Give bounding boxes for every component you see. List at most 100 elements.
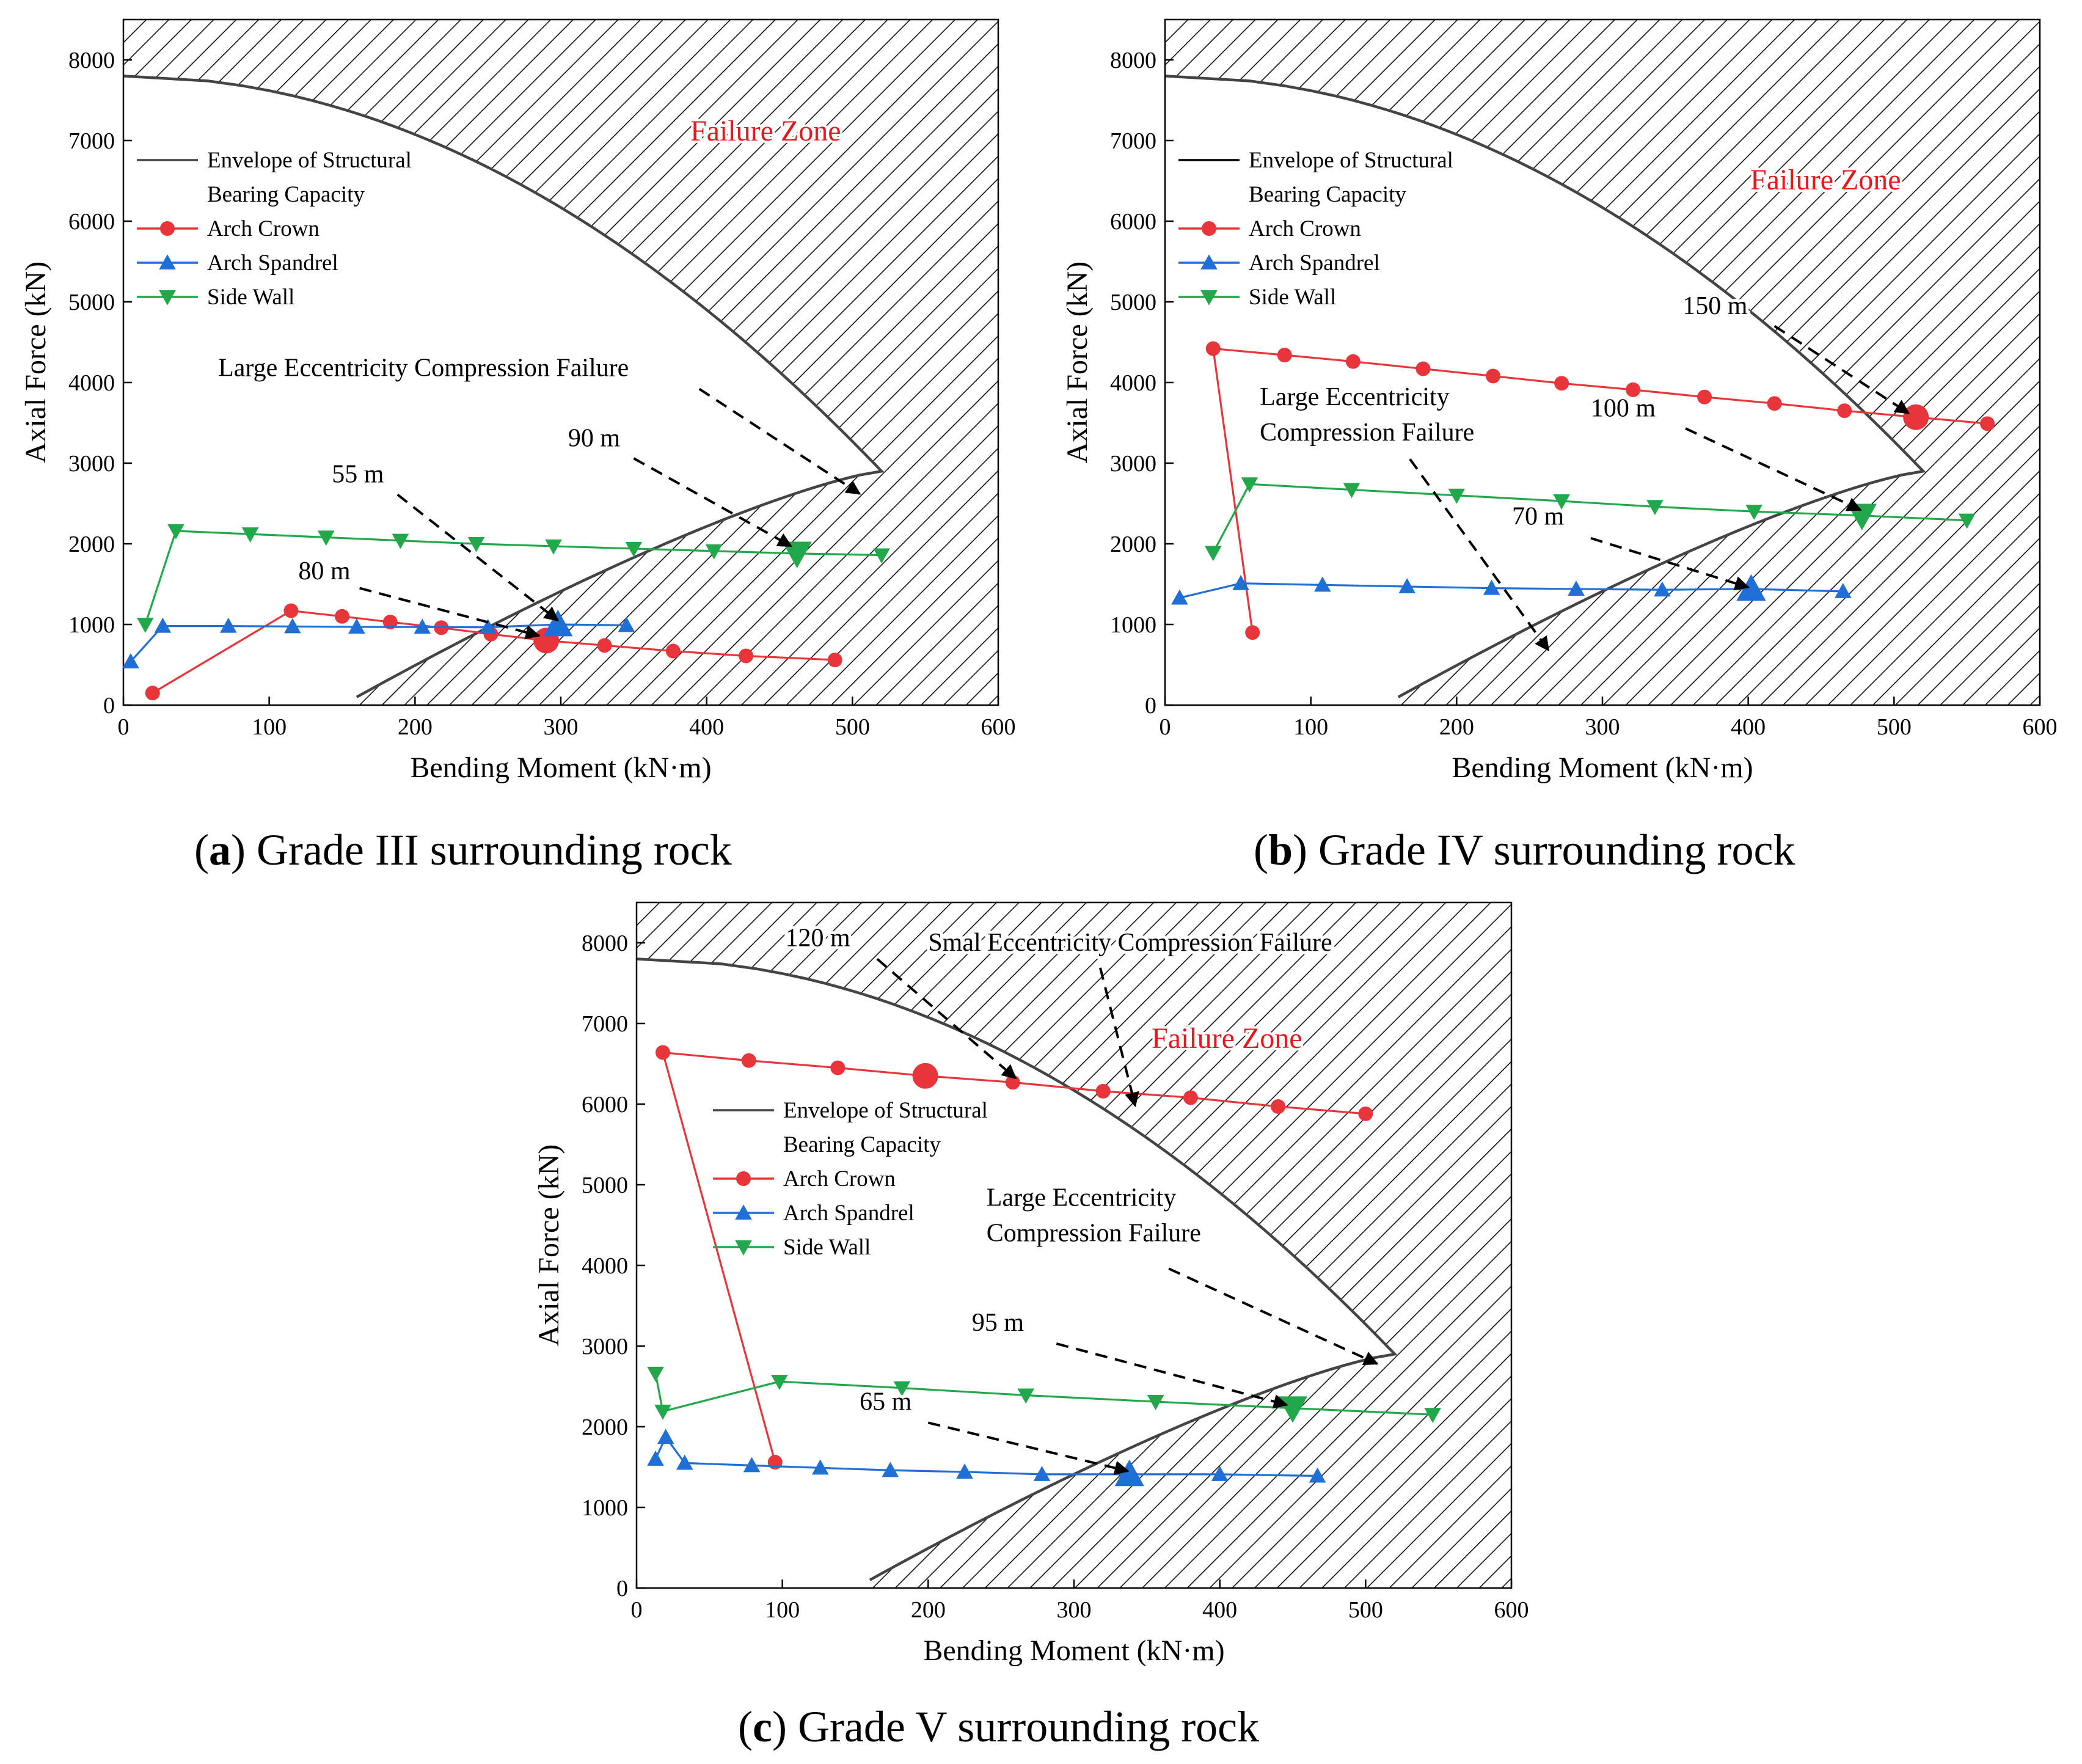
envelope-curve-a [123, 75, 885, 698]
caption-letter-a: a [208, 825, 231, 874]
caption-text-b: Grade IV surrounding rock [1318, 825, 1795, 874]
annotation-text-b-2: 70 m [1512, 502, 1565, 530]
annotation-a-1: 90 m [565, 421, 793, 547]
data-point-b-crown-11 [1903, 404, 1929, 430]
data-point-a-spandrel-0 [122, 653, 139, 668]
annotation-arrow-c-3 [1056, 1342, 1288, 1409]
data-point-b-wall-8 [1958, 513, 1976, 529]
data-point-a-crown-10 [827, 653, 842, 668]
data-point-b-spandrel-6 [1654, 581, 1671, 597]
data-point-b-spandrel-3 [1398, 578, 1415, 593]
legend-a: Envelope of Structural Bearing Capacity Ar… [137, 148, 412, 310]
x-tick-label-b-2: 200 [1439, 714, 1474, 740]
series-line-c-crown [661, 1051, 1366, 1463]
data-point-b-wall-3 [1448, 488, 1466, 504]
y-tick-label-b-4: 4000 [1110, 370, 1156, 396]
annotation-arrow-c-0 [876, 957, 1017, 1080]
annotation-a-2: 55 m [329, 458, 560, 621]
axes-a: 0 100 200 300 400 500 600010002000300040005000… [20, 48, 1016, 784]
data-point-b-crown-4 [1415, 361, 1431, 376]
data-point-b-crown-3 [1345, 354, 1361, 369]
y-tick-label-b-0: 0 [1145, 693, 1156, 719]
annotation-a-3: 80 m [295, 554, 541, 640]
legend-marker-a-wall [159, 290, 176, 306]
data-point-b-crown-2 [1277, 348, 1292, 363]
legend-label-a-envelope-1: Bearing Capacity [207, 182, 365, 207]
data-point-b-wall-4 [1553, 494, 1570, 510]
data-point-c-wall-2 [771, 1375, 788, 1390]
data-point-b-crown-1 [1205, 341, 1221, 356]
legend-label-c-wall-0: Side Wall [783, 1235, 871, 1260]
y-tick-label-c-1: 1000 [582, 1495, 628, 1521]
data-point-a-crown-2 [335, 609, 349, 624]
data-point-b-crown-5 [1486, 368, 1500, 384]
y-axis-label-a: Axial Force (kN) [20, 262, 52, 464]
data-point-a-crown-8 [665, 643, 681, 659]
y-tick-label-c-7: 7000 [582, 1011, 628, 1037]
x-tick-label-a-4: 400 [689, 714, 724, 740]
data-point-c-crown-9 [1358, 1106, 1373, 1121]
legend-label-c-envelope-0: Envelope of Structural [783, 1098, 988, 1123]
annotation-a-0: Large Eccentricity Compression Failure [215, 351, 861, 495]
caption-text-a: Grade III surrounding rock [256, 825, 732, 874]
data-point-b-spandrel-2 [1313, 576, 1331, 592]
data-point-b-crown-6 [1554, 376, 1569, 391]
data-point-c-crown-2 [741, 1053, 756, 1068]
annotation-arrow-a-1 [633, 457, 793, 547]
data-point-b-crown-12 [1980, 416, 1995, 431]
x-tick-label-b-4: 400 [1731, 714, 1766, 740]
data-point-c-wall-7 [1424, 1408, 1441, 1423]
data-point-a-spandrel-4 [348, 618, 365, 634]
data-point-c-spandrel-1 [657, 1429, 674, 1444]
x-tick-label-a-6: 600 [981, 714, 1016, 740]
data-point-b-wall-0 [1204, 546, 1222, 562]
data-point-c-spandrel-3 [743, 1457, 761, 1473]
data-point-b-wall-5 [1646, 500, 1664, 516]
data-point-c-crown-1 [655, 1045, 670, 1060]
annotation-text-b-1: 100 m [1591, 394, 1656, 422]
y-tick-label-a-8: 8000 [68, 48, 115, 73]
envelope-curve-b [1164, 75, 1926, 698]
data-point-b-spandrel-7 [1736, 574, 1766, 601]
series-c-spandrel [647, 1429, 1326, 1487]
data-point-c-crown-6 [1095, 1083, 1111, 1099]
annotation-text-c-4: 65 m [860, 1388, 912, 1416]
legend-label-c-spandrel-0: Arch Spandrel [783, 1201, 915, 1226]
data-point-a-crown-0 [145, 686, 160, 701]
annotation-b-3: Large Eccentricity Compression Failure [1257, 380, 1550, 652]
x-tick-label-a-0: 0 [118, 714, 130, 740]
y-tick-label-b-6: 6000 [1110, 209, 1156, 235]
legend-c: Envelope of Structural Bearing Capacity Ar… [713, 1098, 988, 1260]
y-tick-label-a-6: 6000 [68, 209, 115, 235]
x-tick-label-b-1: 100 [1293, 714, 1328, 740]
series-line-c-wall [654, 1373, 1433, 1416]
data-point-b-wall-2 [1343, 483, 1361, 499]
annotation-arrow-a-2 [396, 493, 560, 621]
annotation-text2-c-2: Compression Failure [987, 1219, 1201, 1247]
data-point-c-spandrel-2 [676, 1454, 693, 1470]
axes-c: 0 100 200 300 400 500 600010002000300040005000… [533, 931, 1529, 1667]
data-point-c-spandrel-4 [811, 1459, 829, 1475]
data-point-a-wall-9 [782, 541, 812, 568]
data-point-c-wall-1 [654, 1404, 671, 1420]
x-tick-label-b-0: 0 [1160, 714, 1171, 740]
data-point-c-crown-3 [830, 1060, 846, 1075]
y-tick-label-c-0: 0 [616, 1576, 628, 1601]
data-point-a-wall-8 [705, 544, 723, 560]
y-tick-label-a-5: 5000 [68, 290, 115, 315]
legend-marker-a-spandrel [159, 254, 176, 270]
legend-label-b-wall-0: Side Wall [1249, 285, 1336, 310]
data-point-c-crown-7 [1183, 1090, 1198, 1105]
caption-letter-b: b [1268, 825, 1293, 874]
data-point-c-spandrel-0 [647, 1451, 664, 1466]
data-point-a-spandrel-7 [543, 609, 573, 637]
x-axis-label-b: Bending Moment (kN·m) [1452, 752, 1753, 784]
x-tick-label-a-1: 100 [252, 714, 287, 740]
annotation-text-a-1: 90 m [568, 424, 621, 452]
legend-marker-b-wall [1200, 290, 1218, 306]
legend-marker-b-spandrel [1200, 254, 1218, 270]
x-tick-label-c-0: 0 [631, 1597, 643, 1623]
data-point-a-wall-5 [467, 536, 485, 552]
data-point-a-crown-1 [283, 603, 299, 618]
data-point-c-spandrel-9 [1211, 1466, 1229, 1481]
